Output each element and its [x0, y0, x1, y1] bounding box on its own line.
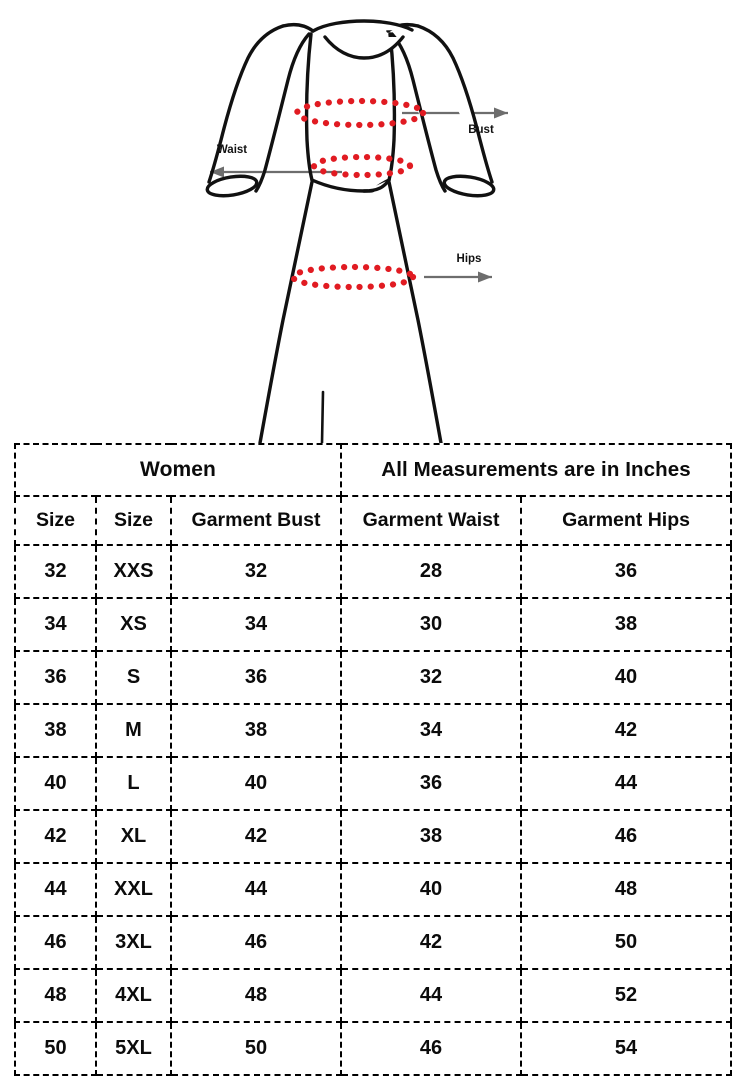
- column-header-size-num: Size: [14, 495, 97, 546]
- cell-bust: 32: [169, 544, 343, 599]
- hips-label: Hips: [457, 253, 482, 265]
- cell-waist: 28: [340, 544, 523, 599]
- dress-measurement-illustration: Bust Waist Hips: [0, 0, 746, 444]
- cell-size-alpha: XL: [95, 809, 172, 864]
- cell-size-alpha: S: [95, 650, 172, 705]
- skirt-right: [387, 180, 443, 444]
- cell-bust: 38: [169, 703, 343, 758]
- cell-size-num: 50: [14, 1021, 97, 1076]
- cell-bust: 36: [169, 650, 343, 705]
- table-row: 42 XL 42 38 46: [14, 809, 733, 864]
- cell-hips: 42: [520, 703, 733, 758]
- table-row: 40 L 40 36 44: [14, 756, 733, 811]
- cell-size-alpha: M: [95, 703, 172, 758]
- dress-outline: [205, 19, 496, 444]
- table-row: 32 XXS 32 28 36: [14, 544, 733, 599]
- table-header-row: Size Size Garment Bust Garment Waist Gar…: [14, 495, 733, 546]
- right-sleeve-inner: [390, 32, 447, 193]
- cell-size-alpha: XS: [95, 597, 172, 652]
- cell-size-alpha: 4XL: [95, 968, 172, 1023]
- arrowhead-bust: [494, 107, 508, 119]
- cell-waist: 30: [340, 597, 523, 652]
- cell-bust: 46: [169, 915, 343, 970]
- arrowhead-hips: [478, 271, 492, 283]
- cell-size-num: 48: [14, 968, 97, 1023]
- cell-hips: 46: [520, 809, 733, 864]
- cell-hips: 50: [520, 915, 733, 970]
- right-sleeve-cuff: [442, 174, 496, 198]
- cell-waist: 44: [340, 968, 523, 1023]
- neckline-inner: [323, 35, 405, 60]
- cell-hips: 54: [520, 1021, 733, 1076]
- left-sleeve-cuff: [205, 174, 259, 198]
- table-row: 46 3XL 46 42 50: [14, 915, 733, 970]
- left-sleeve: [207, 24, 285, 184]
- size-chart-table: Women All Measurements are in Inches Siz…: [13, 443, 733, 1076]
- cell-waist: 42: [340, 915, 523, 970]
- cell-size-alpha: 3XL: [95, 915, 172, 970]
- table-row: 48 4XL 48 44 52: [14, 968, 733, 1023]
- cell-size-num: 32: [14, 544, 97, 599]
- cell-size-num: 38: [14, 703, 97, 758]
- left-shoulder: [281, 22, 315, 33]
- column-header-garment-bust: Garment Bust: [169, 495, 343, 546]
- cell-hips: 36: [520, 544, 733, 599]
- cell-waist: 46: [340, 1021, 523, 1076]
- neckline-outer: [311, 19, 414, 33]
- cell-waist: 34: [340, 703, 523, 758]
- table-row: 44 XXL 44 40 48: [14, 862, 733, 917]
- table-row: 34 XS 34 30 38: [14, 597, 733, 652]
- cell-size-num: 40: [14, 756, 97, 811]
- cell-size-num: 42: [14, 809, 97, 864]
- bust-measure-ellipse: [293, 97, 427, 129]
- cell-waist: 36: [340, 756, 523, 811]
- cell-size-alpha: XXL: [95, 862, 172, 917]
- cell-size-alpha: L: [95, 756, 172, 811]
- column-header-size-alpha: Size: [95, 495, 172, 546]
- column-header-garment-waist: Garment Waist: [340, 495, 523, 546]
- arrowhead-waist: [210, 166, 224, 178]
- bodice-right-seam: [387, 32, 397, 182]
- table-banner-row: Women All Measurements are in Inches: [13, 443, 733, 497]
- banner-units-cell: All Measurements are in Inches: [340, 443, 733, 497]
- table-row: 36 S 36 32 40: [14, 650, 733, 705]
- left-sleeve-inner: [254, 32, 311, 193]
- cell-hips: 44: [520, 756, 733, 811]
- cell-hips: 48: [520, 862, 733, 917]
- cell-waist: 32: [340, 650, 523, 705]
- cell-size-alpha: 5XL: [95, 1021, 172, 1076]
- cell-size-num: 34: [14, 597, 97, 652]
- right-sleeve: [416, 24, 494, 184]
- bust-label: Bust: [468, 124, 494, 136]
- cell-size-num: 46: [14, 915, 97, 970]
- cell-waist: 40: [340, 862, 523, 917]
- cell-waist: 38: [340, 809, 523, 864]
- column-header-garment-hips: Garment Hips: [520, 495, 733, 546]
- cell-size-num: 44: [14, 862, 97, 917]
- cell-bust: 34: [169, 597, 343, 652]
- waist-measure-ellipse: [310, 153, 414, 179]
- cell-hips: 40: [520, 650, 733, 705]
- skirt-left: [258, 180, 314, 444]
- banner-women-cell: Women: [13, 443, 343, 497]
- cell-bust: 44: [169, 862, 343, 917]
- cell-bust: 42: [169, 809, 343, 864]
- cell-bust: 40: [169, 756, 343, 811]
- table-row: 50 5XL 50 46 54: [14, 1021, 733, 1076]
- cell-size-alpha: XXS: [95, 544, 172, 599]
- cell-hips: 38: [520, 597, 733, 652]
- measure-ellipses: [289, 97, 427, 291]
- cell-bust: 50: [169, 1021, 343, 1076]
- waist-label: Waist: [217, 144, 247, 156]
- table-row: 38 M 38 34 42: [14, 703, 733, 758]
- hips-measure-ellipse: [289, 263, 417, 291]
- cell-bust: 48: [169, 968, 343, 1023]
- skirt-center-slit: [320, 390, 325, 444]
- cell-size-num: 36: [14, 650, 97, 705]
- cell-hips: 52: [520, 968, 733, 1023]
